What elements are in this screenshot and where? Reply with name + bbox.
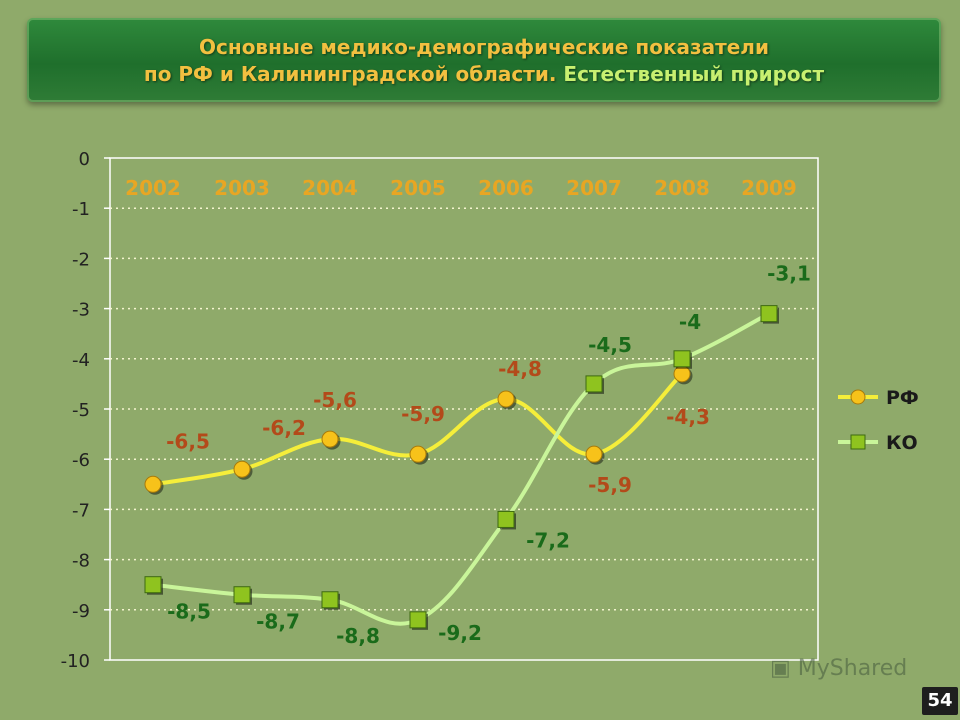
data-point-rf — [144, 475, 162, 493]
y-tick-label: -7 — [72, 500, 90, 521]
data-point-ko — [233, 586, 251, 604]
legend-label: РФ — [886, 387, 919, 409]
data-label-rf: -5,9 — [401, 402, 445, 426]
y-tick-label: 0 — [79, 149, 90, 170]
data-point-rf — [497, 390, 515, 408]
data-point-ko — [144, 576, 162, 594]
data-label-ko: -9,2 — [438, 621, 482, 645]
data-label-ko: -4,5 — [588, 333, 632, 357]
y-tick-label: -10 — [61, 651, 90, 672]
legend-marker-ko — [850, 434, 866, 450]
data-point-rf — [409, 445, 427, 463]
data-point-ko — [409, 611, 427, 629]
data-label-ko: -8,5 — [167, 600, 211, 624]
data-label-rf: -6,5 — [166, 429, 210, 453]
x-category-label: 2005 — [390, 176, 446, 200]
y-tick-label: -4 — [72, 350, 90, 371]
y-tick-label: -6 — [72, 450, 90, 471]
watermark-icon: ▣ — [770, 656, 798, 681]
data-label-rf: -6,2 — [262, 416, 306, 440]
data-label-ko: -3,1 — [767, 262, 811, 286]
x-category-label: 2007 — [566, 176, 622, 200]
data-point-rf — [585, 445, 603, 463]
data-label-ko: -8,7 — [256, 610, 300, 634]
title-line-1: Основные медико-демографические показате… — [199, 35, 769, 59]
page-number: 54 — [922, 687, 958, 715]
y-tick-label: -2 — [72, 249, 90, 270]
data-point-ko — [321, 591, 339, 609]
y-tick-label: -5 — [72, 400, 90, 421]
y-tick-label: -8 — [72, 551, 90, 572]
y-tick-label: -3 — [72, 300, 90, 321]
title-line-2-highlight: Естественный прирост — [563, 62, 825, 86]
data-point-ko — [760, 305, 778, 323]
y-tick-label: -1 — [72, 199, 90, 220]
watermark-text: MyShared — [797, 656, 908, 681]
watermark: ▣ MyShared — [770, 656, 907, 681]
data-label-rf: -4,8 — [498, 357, 542, 381]
x-category-label: 2003 — [214, 176, 270, 200]
title-line-2: по РФ и Калининградской области. Естеств… — [27, 61, 941, 88]
data-label-ko: -4 — [679, 310, 701, 334]
x-category-label: 2002 — [125, 176, 181, 200]
x-category-label: 2004 — [302, 176, 358, 200]
x-category-label: 2008 — [654, 176, 710, 200]
data-point-rf — [321, 430, 339, 448]
data-point-ko — [585, 375, 603, 393]
title-line-2-main: по РФ и Калининградской области. — [143, 62, 564, 86]
data-label-rf: -5,6 — [313, 388, 357, 412]
title-banner: Основные медико-демографические показате… — [27, 18, 941, 102]
y-tick-label: -9 — [72, 601, 90, 622]
slide-title: Основные медико-демографические показате… — [27, 34, 941, 88]
data-point-ko — [673, 350, 691, 368]
series-line-ko — [151, 311, 771, 626]
legend-label: КО — [886, 432, 918, 454]
data-point-ko — [497, 510, 515, 528]
x-category-label: 2006 — [478, 176, 534, 200]
x-category-label: 2009 — [741, 176, 797, 200]
data-label-ko: -8,8 — [336, 624, 380, 648]
legend-marker-rf — [850, 389, 866, 405]
data-label-rf: -5,9 — [588, 473, 632, 497]
data-label-rf: -4,3 — [666, 405, 710, 429]
data-label-ko: -7,2 — [526, 528, 570, 552]
data-point-rf — [233, 460, 251, 478]
